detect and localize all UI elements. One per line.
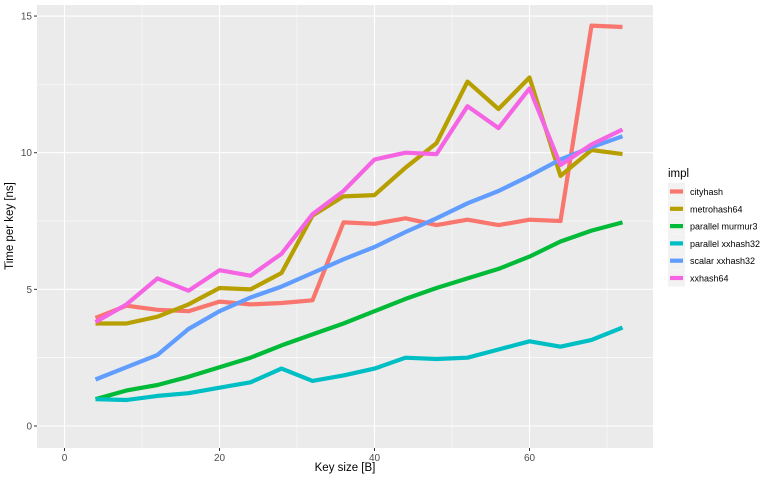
y-tick-label: 15 [21, 12, 33, 23]
y-tick-label: 0 [26, 422, 32, 433]
series-lines [94, 23, 624, 403]
series-line-parallel-murmur3 [94, 220, 624, 402]
series-line-xxhash64 [94, 86, 624, 324]
legend-label: cityhash [690, 187, 723, 197]
legend: impl cityhash metrohash64 parallel murmur3… [668, 168, 760, 287]
series-line-cityhash [94, 23, 623, 320]
legend-item-xxhash64: xxhash64 [668, 269, 729, 287]
x-tick-label: 0 [62, 453, 68, 464]
x-tick-label: 20 [214, 453, 226, 464]
legend-title: impl [668, 168, 689, 180]
legend-label: parallel murmur3 [690, 222, 758, 232]
series-line-scalar-xxhash32 [94, 134, 624, 382]
series-line-parallel-xxhash32 [95, 325, 624, 403]
x-tick-label: 40 [369, 453, 381, 464]
legend-items: cityhash metrohash64 parallel murmur3 paral… [668, 183, 760, 287]
legend-item-parallel-xxhash32: parallel xxhash32 [668, 234, 760, 252]
y-axis-title: Time per key [ns] [4, 182, 16, 270]
x-tick-label: 60 [524, 453, 536, 464]
legend-item-parallel-murmur3: parallel murmur3 [668, 217, 758, 235]
legend-item-scalar-xxhash32: scalar xxhash32 [668, 252, 755, 270]
series-line-metrohash64 [95, 75, 623, 326]
legend-label: metrohash64 [690, 204, 743, 214]
legend-label: parallel xxhash32 [690, 239, 760, 249]
legend-label: xxhash64 [690, 274, 729, 284]
plot-panel [37, 5, 653, 448]
y-tick-label: 10 [21, 148, 33, 159]
legend-label: scalar xxhash32 [690, 256, 755, 266]
y-tick-label: 5 [26, 285, 32, 296]
legend-item-metrohash64: metrohash64 [668, 200, 743, 218]
x-axis-title: Key size [B] [315, 462, 376, 474]
y-axis-ticks: 0 5 10 15 [21, 12, 37, 433]
legend-item-cityhash: cityhash [668, 183, 723, 200]
x-axis-ticks: 0 20 40 60 [62, 448, 536, 464]
